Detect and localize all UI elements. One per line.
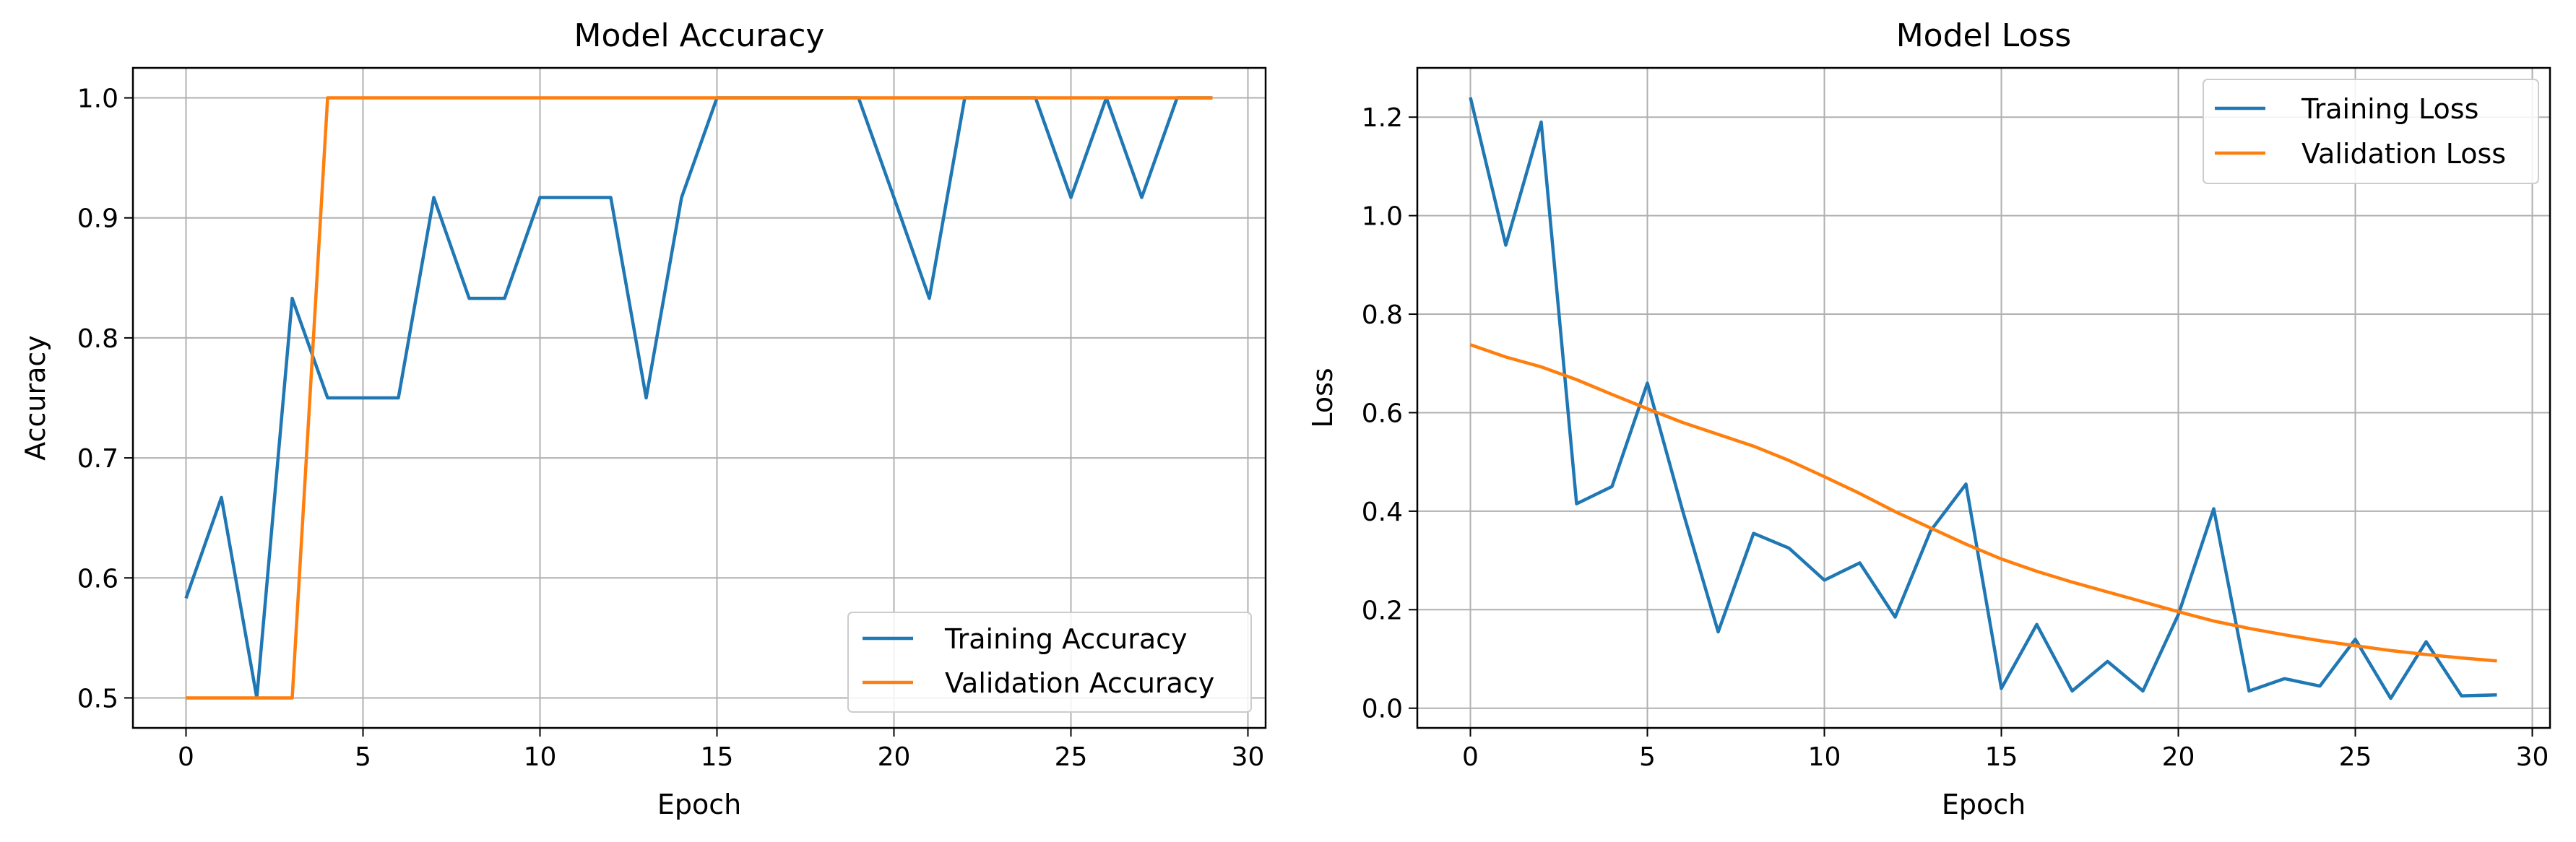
x-tick-label: 15	[1985, 742, 2018, 772]
y-tick-label: 1.0	[77, 84, 118, 114]
accuracy-legend-box	[847, 612, 1252, 713]
x-tick-label: 25	[2339, 742, 2372, 772]
x-tick-label: 20	[878, 742, 911, 772]
loss-series	[1469, 97, 2497, 700]
loss-ticks: 0 5 10 15 20 25 30 0.0 0.2 0.4 0.6 0.8 1.0 1.2	[1362, 103, 2549, 772]
accuracy-chart: Model Accuracy Epoch Accuracy 0 5 10 15 20 25…	[20, 17, 1267, 820]
validation-loss-line	[1469, 343, 2497, 663]
y-tick-label: 0.4	[1362, 498, 1403, 527]
x-tick-label: 15	[701, 742, 734, 772]
y-tick-label: 0.7	[77, 444, 118, 474]
x-tick-label: 25	[1055, 742, 1088, 772]
training-accuracy-legend-label: Training Accuracy	[944, 623, 1188, 655]
accuracy-y-axis-label: Accuracy	[20, 335, 51, 461]
y-tick-label: 0.6	[77, 564, 118, 594]
y-tick-label: 0.0	[1362, 695, 1403, 724]
accuracy-series	[184, 96, 1213, 700]
x-tick-label: 0	[178, 742, 194, 772]
validation-loss-legend-label: Validation Loss	[2301, 138, 2506, 170]
y-tick-label: 0.2	[1362, 596, 1403, 625]
y-tick-label: 0.8	[1362, 300, 1403, 330]
loss-y-axis-label: Loss	[1307, 368, 1339, 427]
y-tick-label: 0.9	[77, 204, 118, 234]
loss-x-axis-label: Epoch	[1942, 789, 2026, 820]
x-tick-label: 0	[1462, 742, 1479, 772]
y-tick-label: 0.6	[1362, 399, 1403, 428]
accuracy-x-axis-label: Epoch	[657, 789, 741, 820]
x-tick-label: 30	[2516, 742, 2549, 772]
loss-legend-box	[2203, 79, 2539, 184]
accuracy-chart-title: Model Accuracy	[574, 17, 825, 54]
loss-axes-frame	[1416, 66, 2551, 729]
y-tick-label: 1.2	[1362, 103, 1403, 133]
x-tick-label: 5	[1639, 742, 1656, 772]
accuracy-axes-frame	[131, 66, 1267, 729]
x-tick-label: 5	[355, 742, 371, 772]
y-tick-label: 0.8	[77, 324, 118, 354]
y-tick-label: 1.0	[1362, 202, 1403, 232]
x-tick-label: 10	[524, 742, 557, 772]
x-tick-label: 10	[1808, 742, 1841, 772]
training-loss-legend-label: Training Loss	[2301, 93, 2478, 125]
validation-accuracy-legend-label: Validation Accuracy	[945, 667, 1214, 699]
accuracy-legend: Training Accuracy Validation Accuracy	[847, 612, 1252, 713]
x-tick-label: 30	[1232, 742, 1265, 772]
loss-chart-title: Model Loss	[1896, 17, 2072, 54]
loss-legend: Training Loss Validation Loss	[2203, 79, 2539, 184]
training-loss-line	[1469, 97, 2497, 700]
accuracy-ticks: 0 5 10 15 20 25 30 0.5 0.6 0.7 0.8 0.9 1.0	[77, 84, 1265, 772]
loss-chart: Model Loss Epoch Loss 0 5 10 15 20 25 30 0.0 0.2…	[1307, 17, 2551, 820]
y-tick-label: 0.5	[77, 684, 118, 713]
x-tick-label: 20	[2162, 742, 2195, 772]
validation-accuracy-line	[186, 96, 1213, 700]
training-accuracy-line	[184, 96, 1213, 700]
